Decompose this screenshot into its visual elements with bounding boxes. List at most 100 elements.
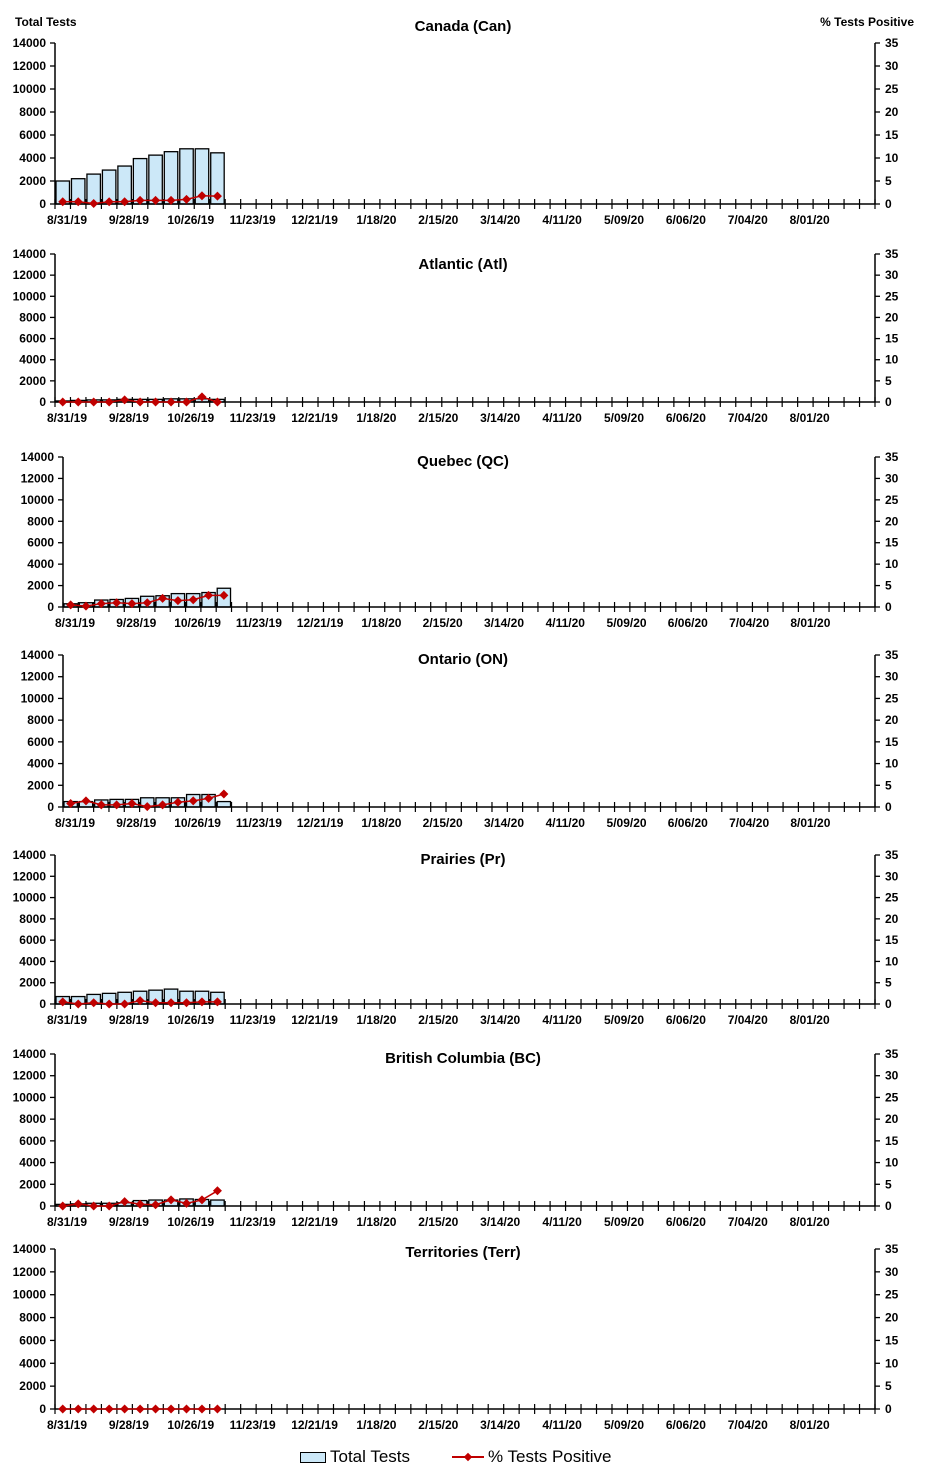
svg-text:8/31/19: 8/31/19: [55, 816, 95, 830]
diamond-marker-icon: [120, 1404, 130, 1414]
svg-text:1/18/20: 1/18/20: [356, 411, 396, 425]
diamond-marker-icon: [89, 1201, 99, 1211]
diamond-marker-icon: [197, 997, 207, 1007]
charts-svg: Canada (Can)0200040006000800010000120001…: [13, 18, 899, 1432]
svg-text:3/14/20: 3/14/20: [480, 411, 520, 425]
diamond-marker-icon: [182, 1404, 192, 1414]
diamond-marker-icon: [135, 397, 145, 407]
svg-text:12/21/19: 12/21/19: [291, 411, 338, 425]
svg-text:7/04/20: 7/04/20: [728, 1013, 768, 1027]
svg-text:15: 15: [885, 735, 899, 749]
svg-text:5/09/20: 5/09/20: [607, 616, 647, 630]
svg-text:0: 0: [885, 1402, 892, 1416]
svg-text:30: 30: [885, 59, 899, 73]
svg-text:6000: 6000: [27, 536, 54, 550]
diamond-marker-icon: [151, 1404, 161, 1414]
diamond-marker-icon: [104, 197, 114, 207]
svg-text:10000: 10000: [13, 1288, 47, 1302]
diamond-marker-icon: [73, 197, 83, 207]
svg-text:15: 15: [885, 1134, 899, 1148]
svg-text:10: 10: [885, 557, 899, 571]
svg-text:9/28/19: 9/28/19: [109, 1418, 149, 1432]
svg-text:6000: 6000: [19, 933, 46, 947]
svg-text:5/09/20: 5/09/20: [604, 411, 644, 425]
svg-text:12000: 12000: [13, 1265, 47, 1279]
svg-text:5: 5: [885, 1177, 892, 1191]
svg-text:3/14/20: 3/14/20: [484, 616, 524, 630]
svg-text:2000: 2000: [27, 778, 54, 792]
svg-text:9/28/19: 9/28/19: [109, 411, 149, 425]
svg-text:7/04/20: 7/04/20: [729, 616, 769, 630]
svg-text:1/18/20: 1/18/20: [361, 616, 401, 630]
svg-text:25: 25: [885, 691, 899, 705]
svg-text:12/21/19: 12/21/19: [297, 816, 344, 830]
svg-text:3/14/20: 3/14/20: [484, 816, 524, 830]
svg-text:30: 30: [885, 1069, 899, 1083]
svg-text:20: 20: [885, 310, 899, 324]
svg-text:6000: 6000: [27, 735, 54, 749]
svg-text:6000: 6000: [19, 1333, 46, 1347]
bar-swatch-icon: [300, 1451, 326, 1463]
svg-text:2000: 2000: [19, 976, 46, 990]
svg-text:10/26/19: 10/26/19: [174, 616, 221, 630]
diamond-marker-icon: [58, 397, 68, 407]
svg-text:14000: 14000: [13, 1242, 47, 1256]
svg-text:9/28/19: 9/28/19: [109, 213, 149, 227]
line-marker-swatch-icon: [452, 1451, 485, 1463]
svg-text:4000: 4000: [19, 1156, 46, 1170]
diamond-marker-icon: [173, 797, 183, 807]
svg-text:2/15/20: 2/15/20: [423, 616, 463, 630]
svg-text:35: 35: [885, 247, 899, 261]
svg-text:2/15/20: 2/15/20: [423, 816, 463, 830]
svg-text:10000: 10000: [13, 82, 47, 96]
svg-text:6/06/20: 6/06/20: [666, 213, 706, 227]
diamond-marker-icon: [166, 1195, 176, 1205]
diamond-marker-icon: [127, 799, 137, 809]
svg-text:11/23/19: 11/23/19: [230, 1418, 276, 1432]
svg-text:14000: 14000: [13, 1047, 47, 1061]
svg-text:5/09/20: 5/09/20: [604, 1418, 644, 1432]
svg-text:35: 35: [885, 1047, 899, 1061]
diamond-marker-icon: [73, 1404, 83, 1414]
svg-text:35: 35: [885, 648, 899, 662]
svg-text:1/18/20: 1/18/20: [356, 1013, 396, 1027]
svg-text:1/18/20: 1/18/20: [361, 816, 401, 830]
svg-text:2/15/20: 2/15/20: [418, 1013, 458, 1027]
svg-text:12000: 12000: [13, 59, 47, 73]
svg-text:25: 25: [885, 289, 899, 303]
svg-text:2000: 2000: [19, 1177, 46, 1191]
svg-text:1/18/20: 1/18/20: [356, 1215, 396, 1229]
chart-title: Atlantic (Atl): [418, 256, 507, 273]
svg-text:2/15/20: 2/15/20: [418, 1418, 458, 1432]
svg-text:14000: 14000: [13, 36, 47, 50]
svg-text:0: 0: [885, 800, 892, 814]
svg-text:35: 35: [885, 36, 899, 50]
legend-label: % Tests Positive: [488, 1447, 612, 1466]
svg-text:4/11/20: 4/11/20: [542, 1215, 582, 1229]
diamond-marker-icon: [197, 191, 207, 201]
svg-text:12000: 12000: [13, 1069, 47, 1083]
svg-text:5: 5: [885, 579, 892, 593]
svg-text:0: 0: [39, 197, 46, 211]
svg-text:0: 0: [885, 395, 892, 409]
svg-text:5: 5: [885, 1379, 892, 1393]
svg-text:10: 10: [885, 954, 899, 968]
diamond-marker-icon: [58, 997, 68, 1007]
svg-text:10: 10: [885, 151, 899, 165]
diamond-marker-icon: [66, 600, 76, 610]
svg-text:0: 0: [39, 997, 46, 1011]
svg-text:35: 35: [885, 1242, 899, 1256]
chart-title: British Columbia (BC): [385, 1050, 541, 1067]
svg-text:0: 0: [39, 395, 46, 409]
svg-text:4000: 4000: [19, 1356, 46, 1370]
svg-text:4000: 4000: [27, 557, 54, 571]
chart-title: Ontario (ON): [418, 651, 508, 668]
svg-text:11/23/19: 11/23/19: [236, 816, 282, 830]
svg-text:30: 30: [885, 869, 899, 883]
svg-text:8/01/20: 8/01/20: [790, 1013, 830, 1027]
svg-text:10000: 10000: [13, 891, 47, 905]
svg-text:12000: 12000: [13, 268, 47, 282]
svg-text:9/28/19: 9/28/19: [116, 616, 156, 630]
diamond-marker-icon: [66, 799, 76, 809]
svg-text:11/23/19: 11/23/19: [230, 1215, 276, 1229]
